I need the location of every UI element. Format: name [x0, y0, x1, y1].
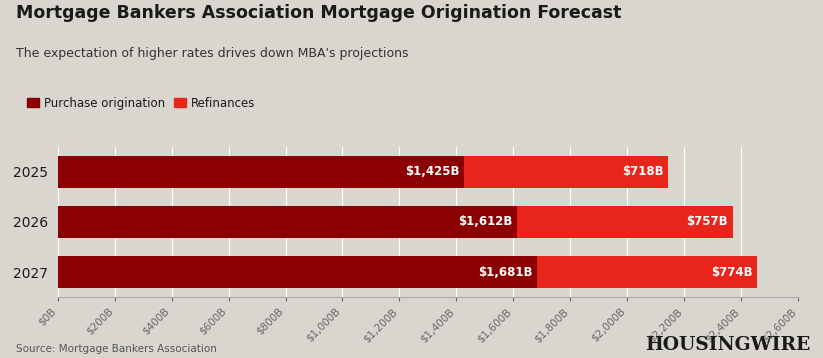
Text: $1,612B: $1,612B: [458, 216, 513, 228]
Bar: [463, 155, 668, 188]
Bar: [58, 256, 537, 289]
Bar: [58, 155, 463, 188]
Legend: Purchase origination, Refinances: Purchase origination, Refinances: [22, 92, 260, 114]
Text: The expectation of higher rates drives down MBA's projections: The expectation of higher rates drives d…: [16, 47, 409, 59]
Text: $757B: $757B: [686, 216, 728, 228]
Text: Mortgage Bankers Association Mortgage Origination Forecast: Mortgage Bankers Association Mortgage Or…: [16, 4, 622, 21]
Bar: [58, 205, 517, 238]
Text: $1,425B: $1,425B: [405, 165, 459, 178]
Text: Source: Mortgage Bankers Association: Source: Mortgage Bankers Association: [16, 344, 217, 354]
Text: $1,681B: $1,681B: [477, 266, 532, 279]
Text: HOUSINGWIRE: HOUSINGWIRE: [645, 337, 811, 354]
Text: $718B: $718B: [622, 165, 664, 178]
Text: $774B: $774B: [711, 266, 753, 279]
Bar: [517, 205, 732, 238]
Bar: [537, 256, 757, 289]
